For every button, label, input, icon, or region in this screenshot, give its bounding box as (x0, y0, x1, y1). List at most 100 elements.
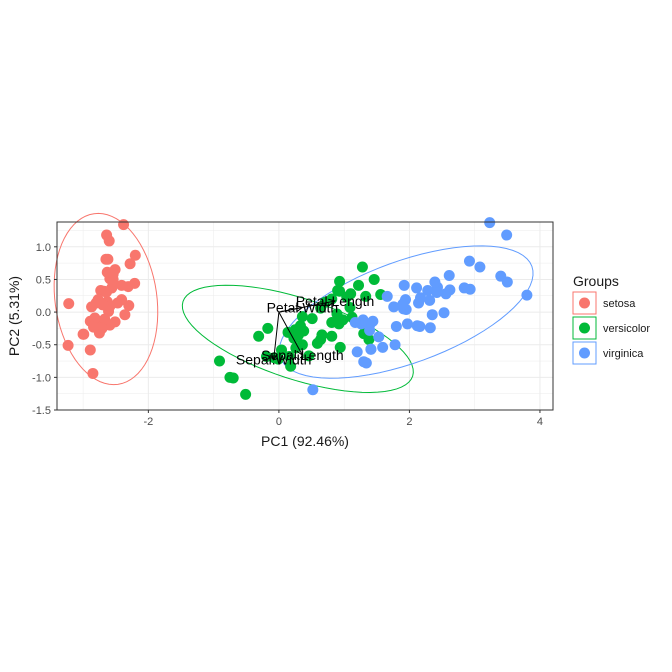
point-virginica (501, 229, 513, 241)
point-setosa (87, 367, 99, 379)
point-versicolor (240, 388, 252, 400)
point-virginica (398, 279, 410, 291)
point-versicolor (311, 337, 323, 349)
loading-arrow-sepal-width (273, 312, 280, 360)
point-versicolor (285, 360, 297, 372)
point-virginica (414, 320, 426, 332)
loading-label-sepal-length: Sepal.Length (261, 347, 344, 363)
loading-arrow-petal-width (278, 307, 303, 313)
point-virginica (440, 288, 452, 300)
point-virginica (413, 297, 425, 309)
point-virginica (443, 270, 455, 282)
point-versicolor (331, 308, 343, 320)
y-tick-label: 0.0 (36, 307, 51, 319)
point-virginica (390, 320, 402, 332)
point-versicolor (296, 339, 308, 351)
point-versicolor (363, 334, 375, 345)
y-axis-title: PC2 (5.31%) (6, 276, 22, 356)
x-tick-label: 2 (406, 416, 412, 428)
y-tick-label: 1.0 (36, 242, 51, 254)
y-tick-label: 0.5 (36, 274, 51, 286)
legend-label-versicolor: versicolor (603, 323, 650, 335)
point-versicolor (283, 350, 295, 362)
point-versicolor (356, 261, 368, 273)
point-versicolor (344, 302, 356, 314)
point-setosa (62, 339, 74, 351)
point-versicolor (296, 311, 308, 323)
legend-title: Groups (573, 273, 619, 289)
point-virginica (474, 261, 486, 273)
point-virginica (501, 276, 513, 288)
legend-label-virginica: virginica (603, 348, 644, 360)
point-virginica (424, 322, 436, 334)
point-virginica (351, 346, 363, 358)
point-virginica (349, 317, 361, 329)
point-setosa (88, 321, 100, 333)
axes: -2 0 2 4 -1.5 -1.0 -0.5 0.0 0.5 1.0 (32, 221, 554, 428)
point-setosa (119, 309, 131, 321)
point-virginica (429, 276, 441, 288)
point-setosa (103, 235, 115, 247)
point-virginica (367, 315, 379, 327)
loading-label-petal-length: Petal.Length (296, 293, 375, 309)
x-tick-label: -2 (143, 416, 153, 428)
legend-swatch-virginica (579, 347, 590, 359)
point-versicolor (253, 330, 265, 342)
panel-border (56, 221, 554, 411)
point-setosa (84, 344, 96, 356)
point-setosa (101, 286, 113, 298)
point-virginica (388, 301, 400, 313)
point-setosa (63, 298, 75, 310)
point-versicolor (316, 329, 328, 341)
point-virginica (458, 282, 470, 294)
point-virginica (364, 324, 376, 336)
point-virginica (373, 331, 385, 343)
point-virginica (397, 298, 409, 310)
legend: Groups setosa versicolor virginica (572, 273, 650, 365)
point-virginica (307, 384, 319, 396)
point-versicolor (315, 302, 327, 314)
point-versicolor (341, 291, 353, 303)
point-versicolor (306, 313, 318, 325)
point-versicolor (276, 344, 288, 356)
point-versicolor (368, 273, 380, 285)
point-virginica (431, 287, 443, 298)
x-tick-label: 4 (537, 416, 543, 428)
loading-label-petal-width: Petal.Width (267, 300, 339, 316)
point-virginica (424, 294, 436, 306)
y-tick-label: -1.5 (32, 405, 51, 417)
data-points (62, 217, 533, 400)
point-virginica (484, 217, 496, 229)
point-versicolor (262, 322, 274, 334)
x-axis-title: PC1 (92.46%) (261, 433, 349, 449)
y-tick-label: -0.5 (32, 340, 51, 352)
point-setosa (77, 328, 89, 340)
point-virginica (422, 285, 434, 297)
point-setosa (116, 294, 128, 306)
point-virginica (389, 339, 401, 351)
point-versicolor (303, 350, 315, 362)
point-virginica (463, 255, 475, 267)
point-versicolor (332, 285, 344, 297)
point-versicolor (292, 329, 304, 341)
point-versicolor (334, 341, 346, 353)
point-setosa (99, 313, 111, 325)
point-virginica (365, 343, 377, 355)
point-virginica (401, 318, 413, 330)
loading-arrow-sepal-length (278, 311, 303, 356)
point-versicolor (353, 279, 365, 291)
point-setosa (129, 277, 141, 289)
point-versicolor (334, 275, 346, 287)
point-setosa (97, 299, 109, 311)
point-versicolor (326, 330, 338, 342)
point-setosa (107, 268, 119, 280)
point-virginica (358, 356, 370, 368)
legend-swatch-versicolor (579, 322, 590, 334)
point-setosa (129, 249, 141, 261)
arrow-head (295, 305, 304, 313)
point-virginica (411, 282, 423, 294)
arrow-head (270, 352, 278, 361)
legend-label-setosa: setosa (603, 298, 636, 310)
